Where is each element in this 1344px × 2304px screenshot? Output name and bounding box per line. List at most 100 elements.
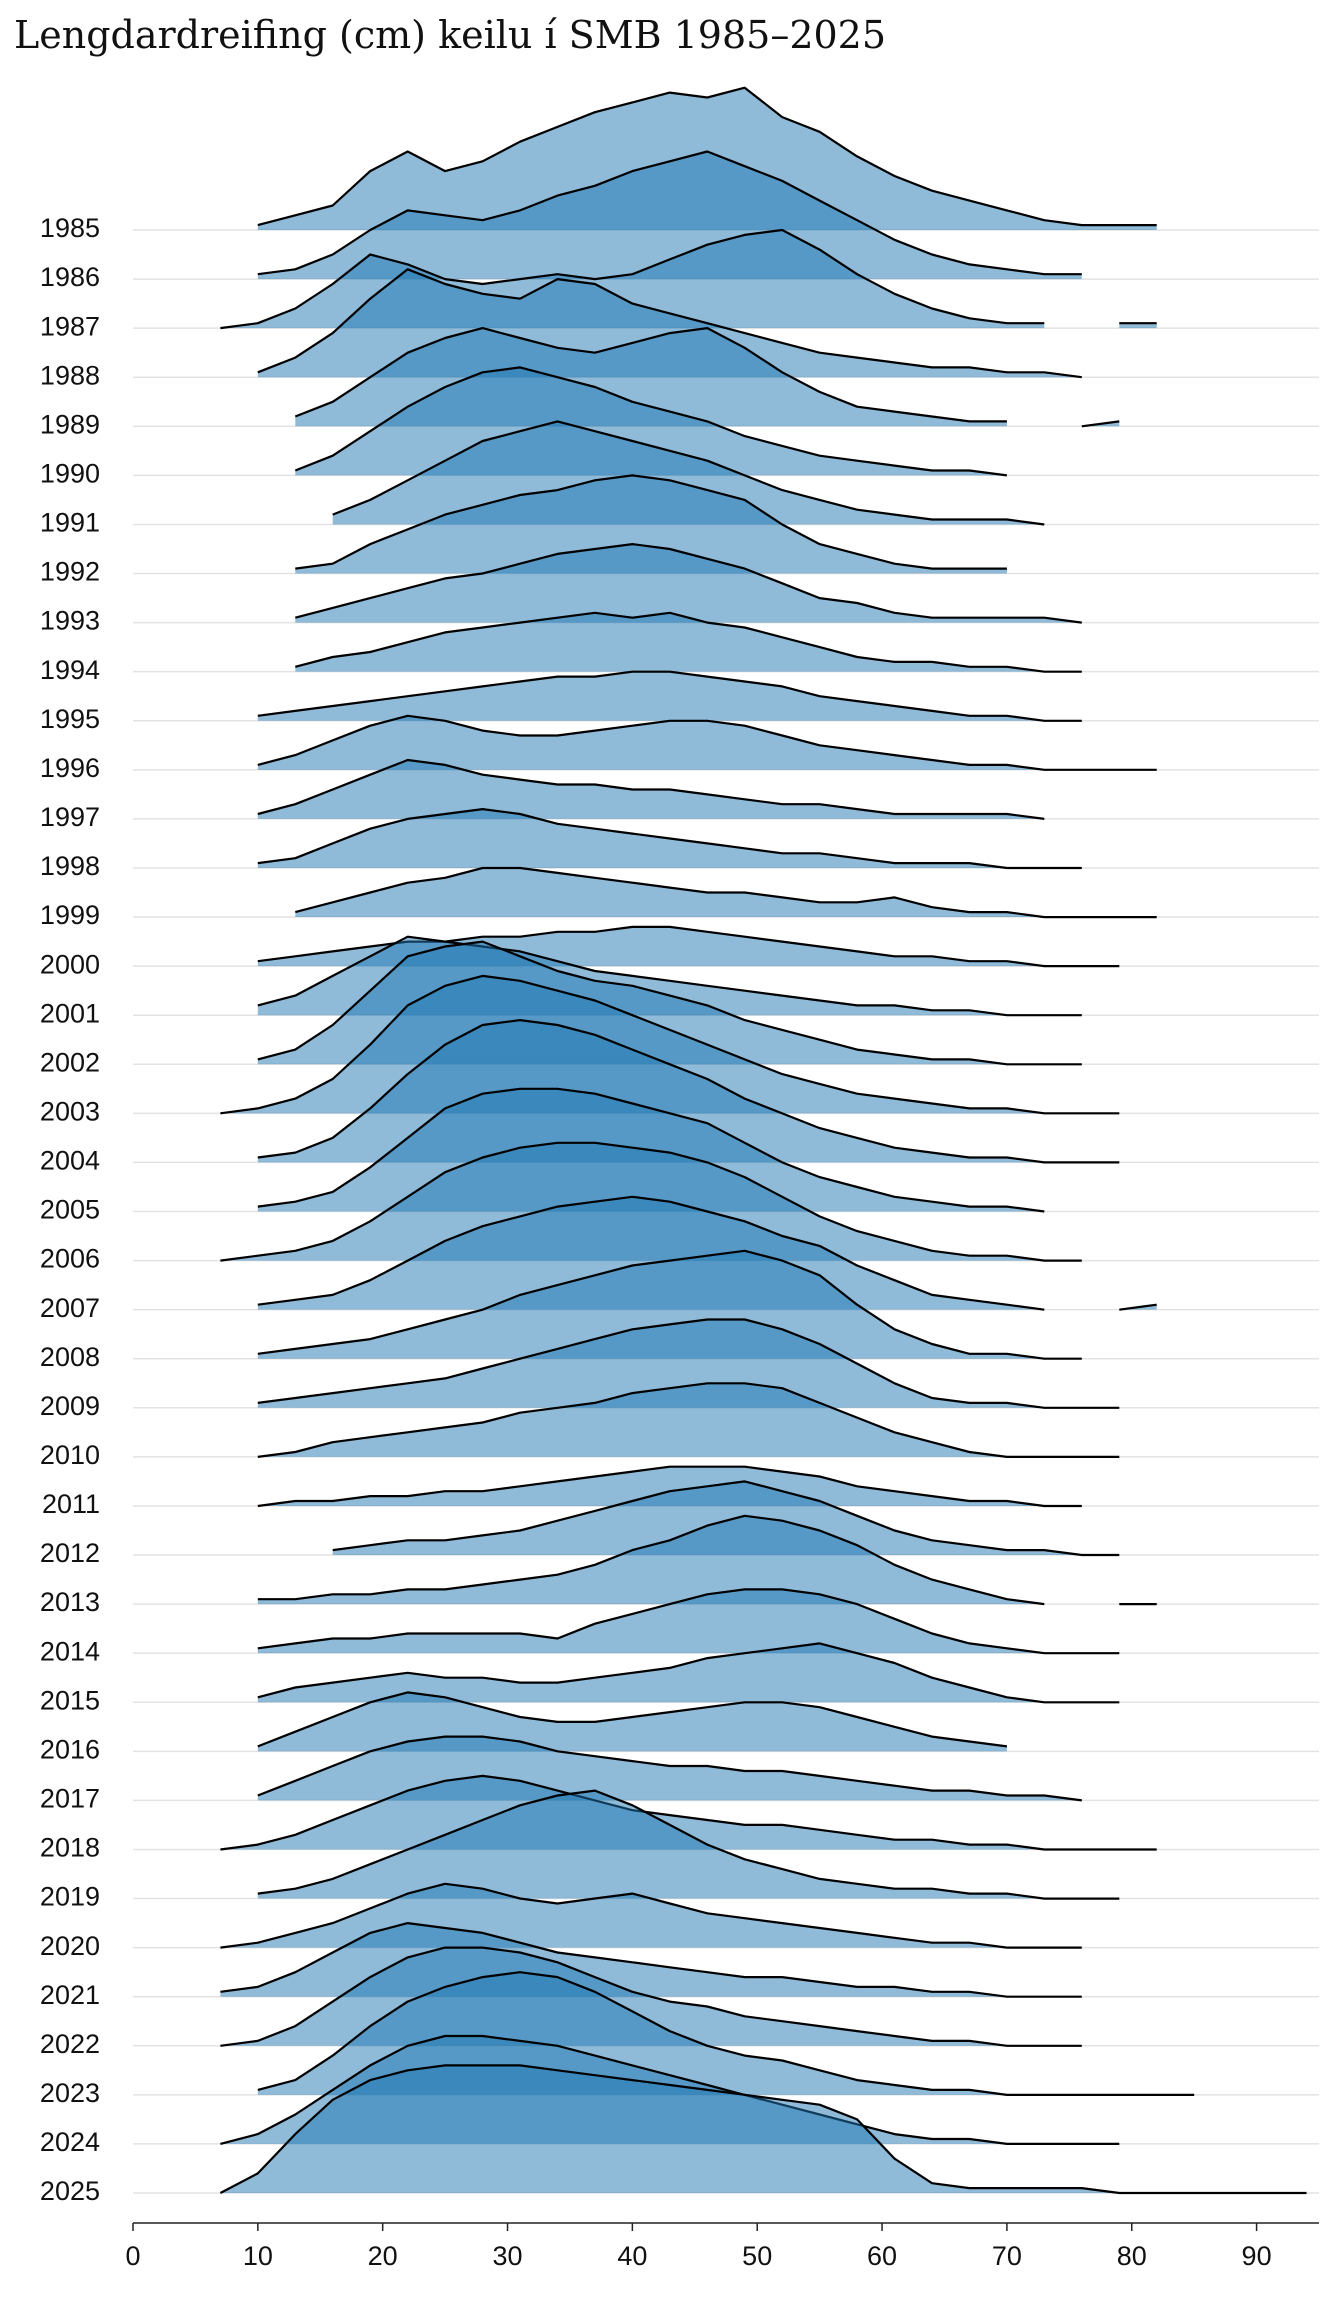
y-tick-label: 1986: [40, 262, 100, 292]
ridge-line: [295, 543, 1082, 624]
ridge-line: [257, 1249, 1082, 1360]
ridge: [258, 760, 1120, 819]
ridge-line: [220, 1946, 1082, 2047]
ridge-line: [257, 940, 1082, 1066]
y-tick-label: 1997: [40, 802, 100, 832]
ridge-line: [257, 1789, 1120, 1900]
y-tick-label: 1995: [40, 704, 100, 734]
y-tick-label: 2009: [40, 1391, 100, 1421]
y-tick-label: 1990: [40, 459, 100, 489]
ridge-line: [220, 2034, 1120, 2145]
ridge-line: [257, 1195, 1157, 1311]
y-tick-label: 2025: [40, 2176, 100, 2206]
y-tick-label: 2006: [40, 1244, 100, 1274]
ridge: [258, 1643, 1307, 1702]
y-tick-label: 1992: [40, 557, 100, 587]
ridge: [295, 611, 1082, 673]
y-tick-label: 2007: [40, 1293, 100, 1323]
ridge: [258, 152, 1157, 280]
ridge-area: [295, 612, 1082, 672]
ridge-line: [257, 714, 1157, 771]
y-tick-label: 1996: [40, 753, 100, 783]
ridge-line: [332, 1480, 1120, 1557]
y-tick-label: 1993: [40, 606, 100, 636]
ridge: [257, 808, 1082, 870]
ridge-area: [332, 1481, 1120, 1556]
ridge: [257, 1789, 1120, 1900]
ridge-area: [257, 1790, 1120, 1899]
ridge-line: [220, 228, 1157, 330]
ridge-area: [295, 544, 1082, 623]
y-tick-label: 2011: [42, 1489, 100, 1519]
ridge-line: [219, 2064, 1307, 2195]
y-tick-label: 2021: [40, 1980, 100, 2010]
ridge: [219, 2064, 1307, 2195]
x-tick-label: 80: [1117, 2241, 1147, 2271]
ridge: [257, 1318, 1120, 1409]
y-tick-label: 1994: [40, 655, 100, 685]
x-tick-label: 70: [992, 2241, 1022, 2271]
ridge-line: [257, 808, 1082, 870]
ridge: [295, 866, 1157, 919]
ridge-line: [295, 611, 1082, 673]
y-tick-label: 1985: [40, 213, 100, 243]
x-tick-label: 90: [1242, 2241, 1272, 2271]
ridge-area: [257, 151, 1157, 280]
ridge: [257, 1195, 1157, 1311]
ridge-area: [257, 715, 1157, 770]
y-tick-label: 1998: [40, 851, 100, 881]
y-tick-label: 2003: [40, 1096, 100, 1126]
ridge-area: [257, 1643, 1307, 1703]
y-tick-label: 2014: [40, 1636, 100, 1666]
ridge-area: [257, 1466, 1082, 1506]
ridge: [295, 543, 1082, 624]
ridge: [257, 1382, 1120, 1458]
x-tick-label: 20: [368, 2241, 398, 2271]
y-tick-label: 2022: [40, 2029, 100, 2059]
ridge-line: [257, 1465, 1082, 1508]
y-tick-label: 2000: [40, 949, 100, 979]
ridge-area: [295, 475, 1157, 574]
y-tick-label: 2020: [40, 1931, 100, 1961]
y-tick-label: 2013: [40, 1587, 100, 1617]
y-tick-label: 2019: [40, 1882, 100, 1912]
y-tick-label: 2017: [40, 1784, 100, 1814]
ridge-line: [295, 866, 1157, 919]
ridge-area: [257, 1515, 1157, 1605]
y-tick-label: 2024: [40, 2127, 100, 2157]
y-tick-label: 1999: [40, 900, 100, 930]
y-tick-label: 2018: [40, 1833, 100, 1863]
ridge-area: [257, 671, 1082, 721]
y-tick-label: 1988: [40, 360, 100, 390]
x-tick-label: 50: [742, 2241, 772, 2271]
ridge: [257, 714, 1157, 771]
ridge: [295, 475, 1157, 574]
y-tick-label: 2002: [40, 1047, 100, 1077]
y-tick-label: 2004: [40, 1146, 100, 1176]
y-tick-label: 2023: [40, 2078, 100, 2108]
ridge-line: [257, 1735, 1082, 1802]
ridge: [257, 1465, 1082, 1508]
x-tick-label: 30: [493, 2241, 523, 2271]
ridge-area: [257, 1589, 1120, 1654]
x-tick-label: 40: [617, 2241, 647, 2271]
y-tick-label: 2016: [40, 1734, 100, 1764]
y-tick-label: 2001: [40, 998, 100, 1028]
ridge-line: [257, 1514, 1157, 1606]
ridge: [257, 1588, 1120, 1655]
x-tick-label: 10: [243, 2241, 273, 2271]
y-tick-label: 2005: [40, 1195, 100, 1225]
y-tick-label: 1991: [40, 508, 100, 538]
y-tick-label: 1989: [40, 409, 100, 439]
ridge-line: [257, 1691, 1008, 1748]
ridge: [257, 670, 1082, 722]
x-tick-label: 60: [867, 2241, 897, 2271]
ridge-line: [257, 1971, 1195, 2096]
chart-title: Lengdardreifing (cm) keilu í SMB 1985–20…: [14, 13, 886, 57]
ridge-area: [257, 1196, 1157, 1310]
ridge: [257, 1249, 1082, 1360]
ridge-area: [257, 760, 1120, 819]
y-tick-label: 2015: [40, 1685, 100, 1715]
ridge-line: [294, 327, 1120, 428]
